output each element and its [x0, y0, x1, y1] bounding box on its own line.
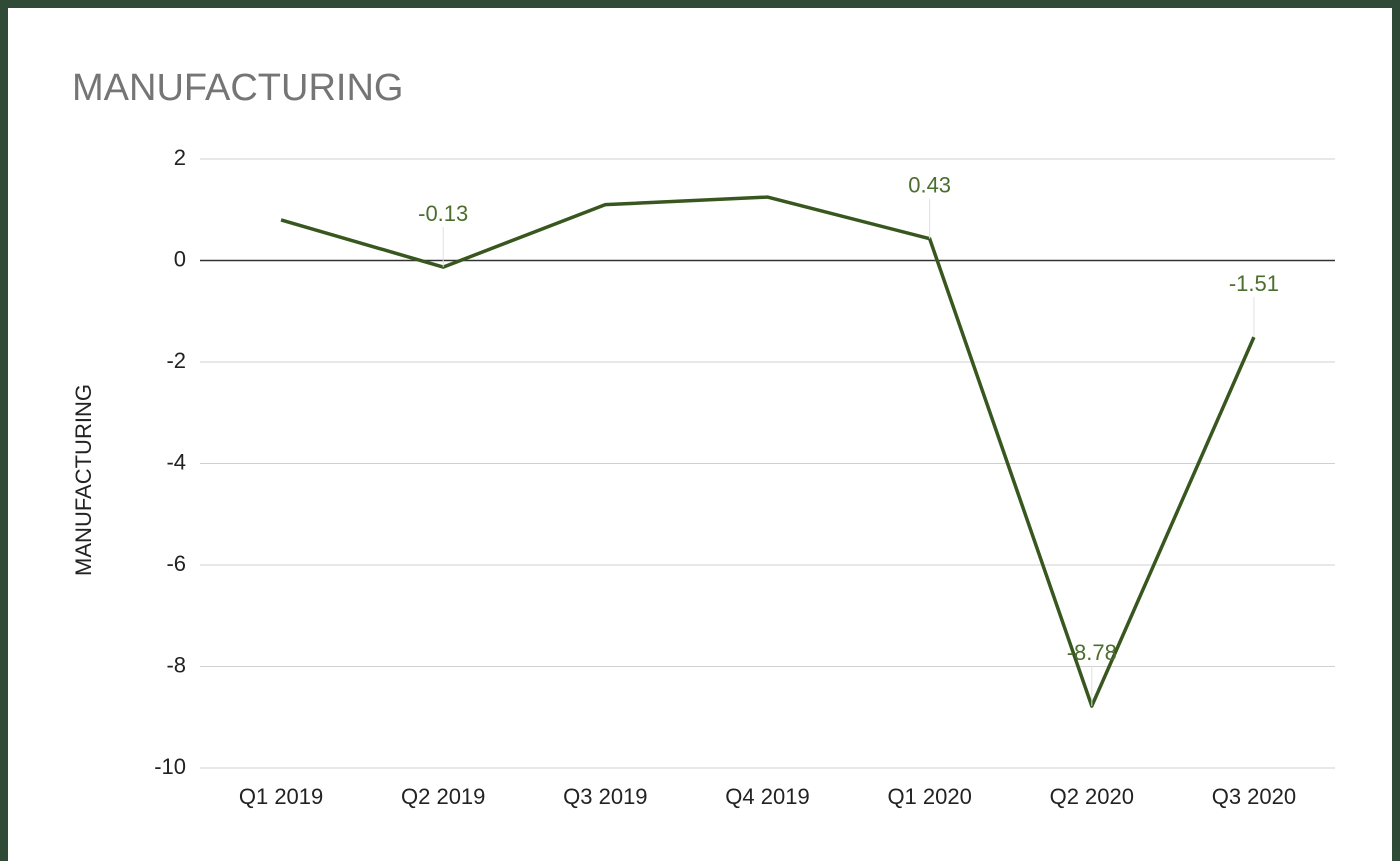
x-tick-label: Q1 2019: [239, 784, 323, 809]
y-tick-label: -6: [166, 551, 186, 576]
x-tick-label: Q4 2019: [725, 784, 809, 809]
y-tick-label: 0: [174, 246, 186, 271]
y-tick-label: -10: [154, 754, 186, 779]
chart: MANUFACTURING MANUFACTURING -10 -8 -6 -4 -2 0…: [71, 67, 1335, 809]
data-label: -0.13: [418, 201, 468, 226]
y-tick-label: -8: [166, 652, 186, 677]
x-tick-label: Q2 2020: [1050, 784, 1134, 809]
line-series: [280, 195, 1256, 708]
y-tick-label: 2: [174, 145, 186, 170]
x-tick-label: Q3 2020: [1212, 784, 1296, 809]
data-label: -8.78: [1067, 640, 1117, 665]
x-tick-label: Q3 2019: [563, 784, 647, 809]
y-tick-label: -4: [166, 449, 186, 474]
x-tick-label: Q2 2019: [401, 784, 485, 809]
chart-title: MANUFACTURING: [72, 67, 403, 109]
x-tick-label: Q1 2020: [887, 784, 971, 809]
y-tick-label: -2: [166, 348, 186, 373]
chart-frame: MANUFACTURING MANUFACTURING -10 -8 -6 -4 -2 0…: [8, 8, 1392, 861]
y-axis-label: MANUFACTURING: [71, 384, 96, 576]
data-label: 0.43: [908, 172, 951, 197]
data-label: -1.51: [1229, 271, 1279, 296]
